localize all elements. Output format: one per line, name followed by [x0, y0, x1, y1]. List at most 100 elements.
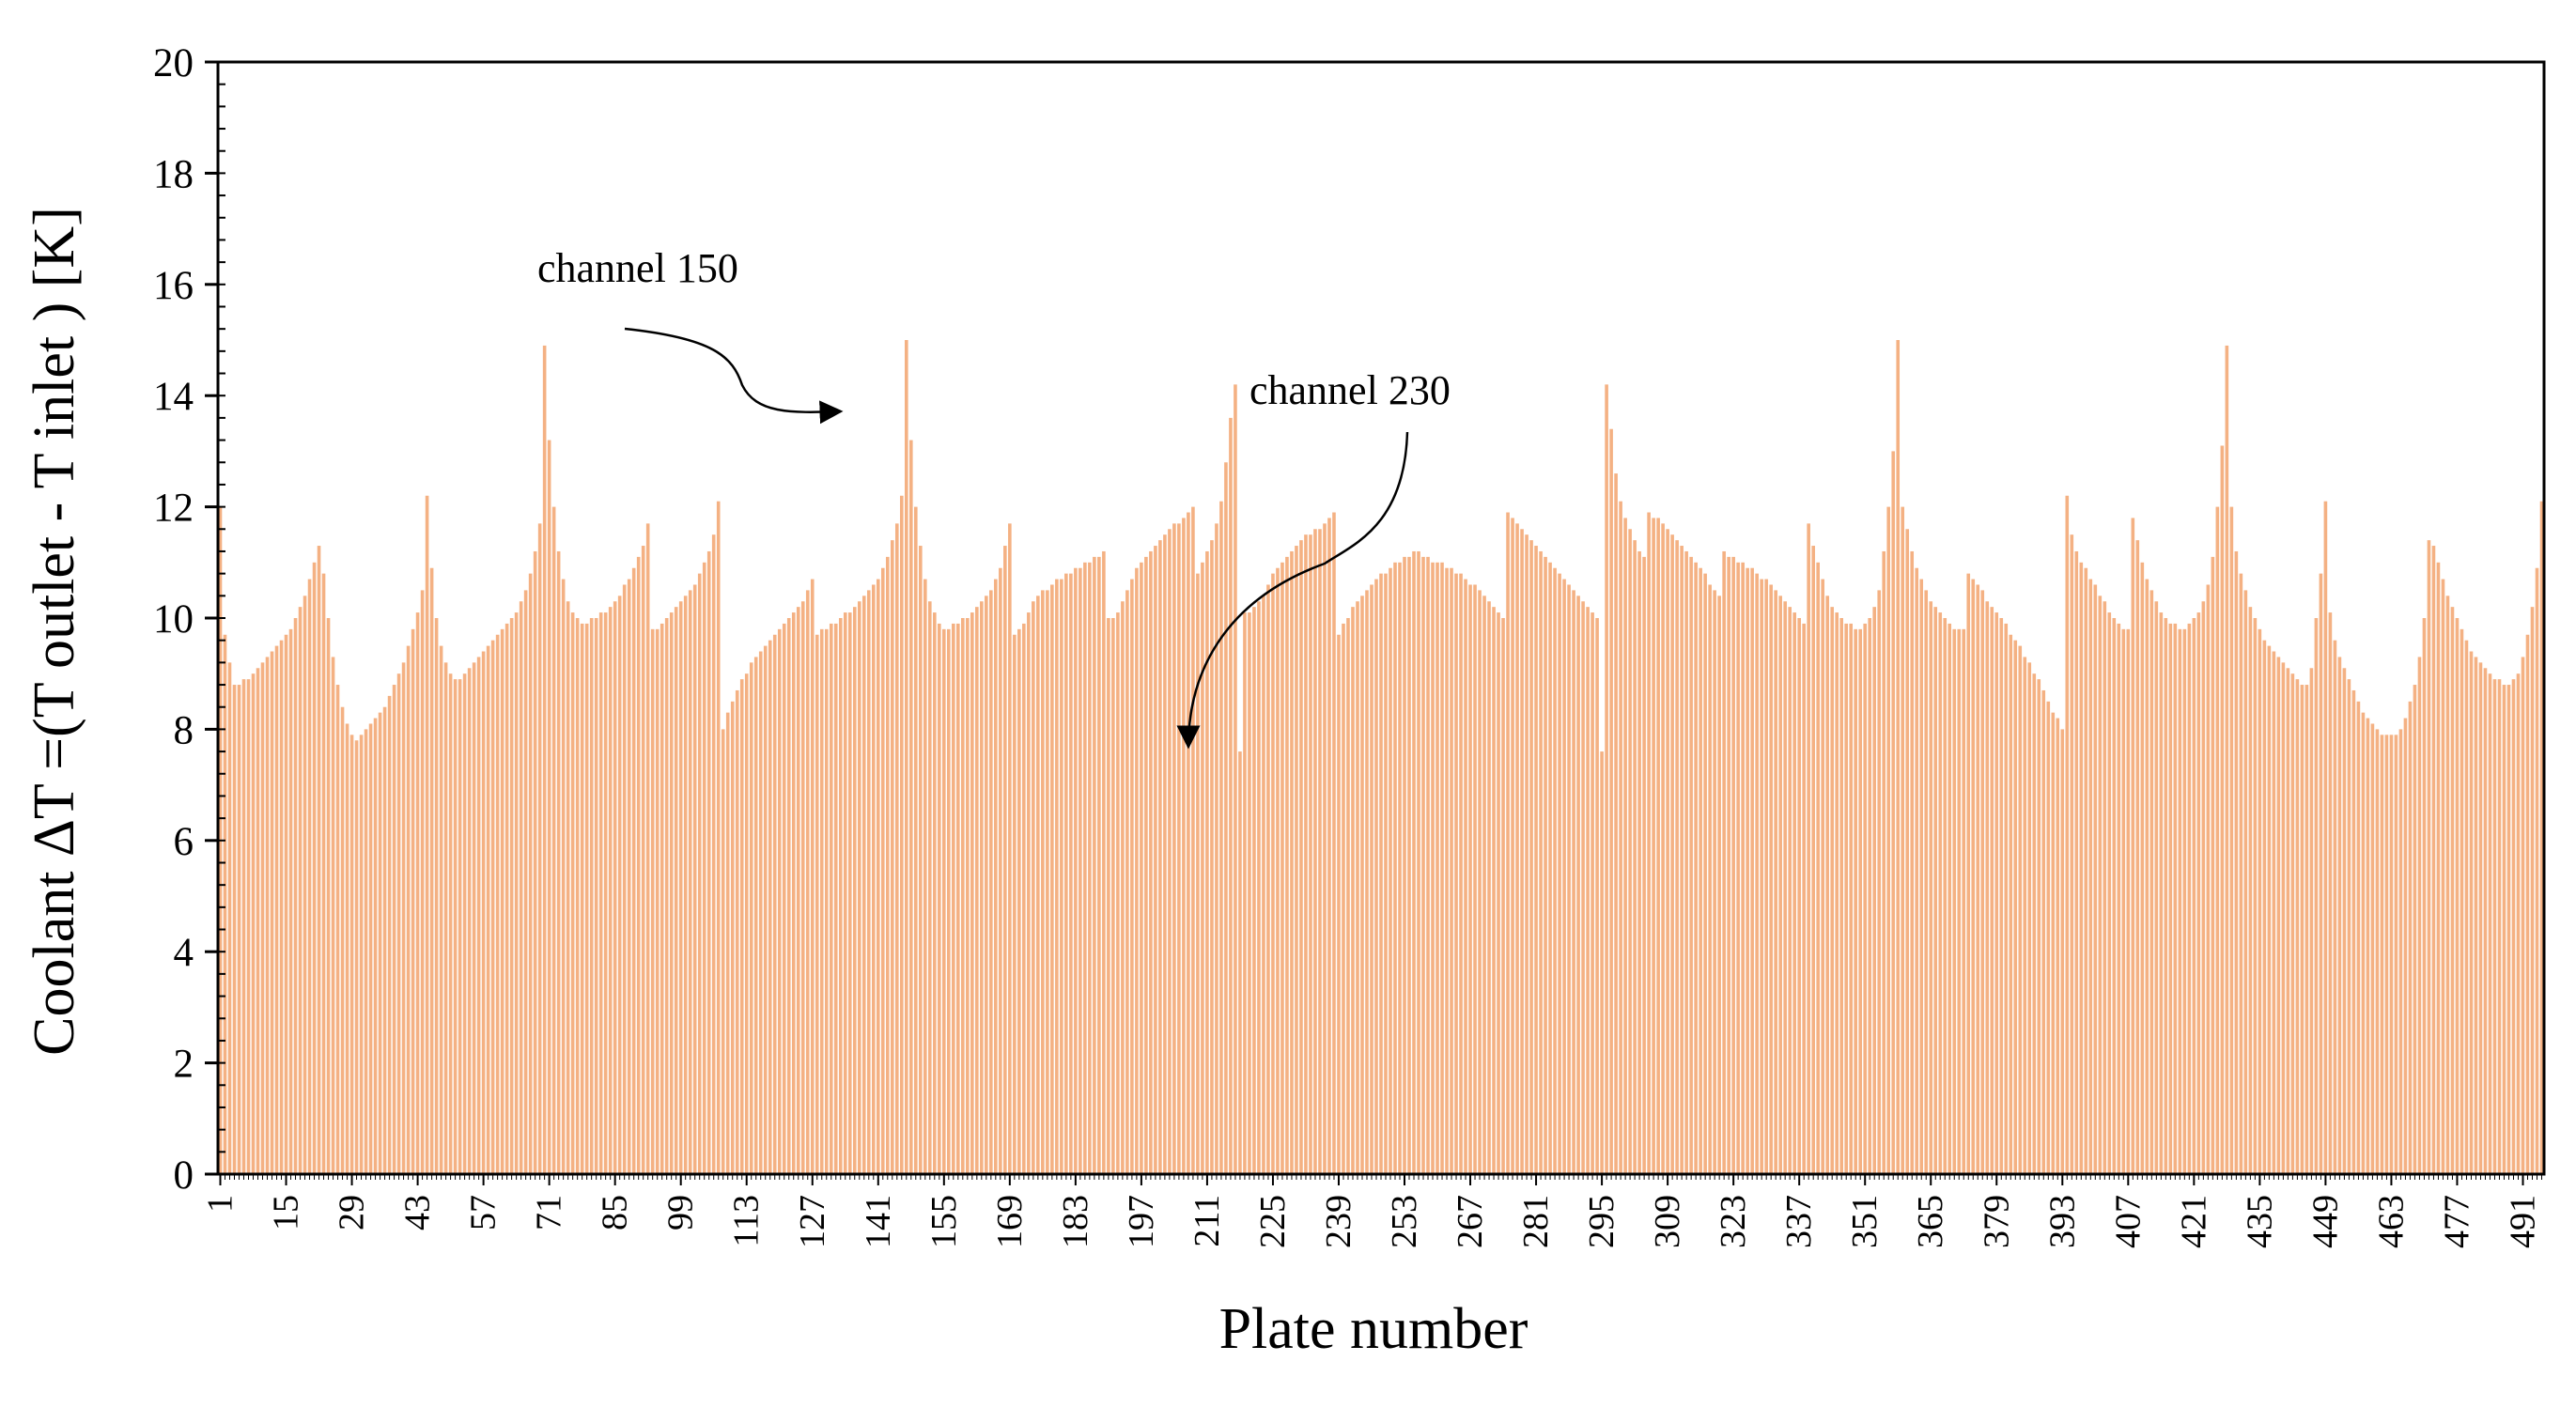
bar-plate-183: [1074, 568, 1078, 1174]
bar-plate-87: [623, 584, 627, 1174]
bar-plate-239: [1337, 635, 1341, 1174]
bar-plate-303: [1637, 551, 1641, 1174]
bar-plate-171: [1017, 629, 1021, 1174]
bar-plate-428: [2226, 346, 2229, 1174]
bar-plate-23: [322, 574, 326, 1174]
bar-plate-194: [1125, 590, 1129, 1174]
bar-plate-438: [2273, 652, 2276, 1174]
bar-plate-379: [1994, 612, 1998, 1174]
bar-plate-234: [1313, 529, 1317, 1174]
bar-plate-266: [1464, 580, 1467, 1174]
bar-plate-260: [1435, 563, 1439, 1174]
bar-plate-333: [1778, 596, 1782, 1174]
bar-plate-48: [440, 646, 443, 1174]
bar-plate-240: [1342, 624, 1345, 1174]
bar-plate-173: [1027, 612, 1031, 1174]
bar-plate-285: [1553, 568, 1557, 1174]
bar-plate-471: [2428, 540, 2431, 1174]
bar-plate-301: [1628, 529, 1632, 1174]
bar-plate-372: [1962, 629, 1965, 1174]
bar-plate-406: [2122, 629, 2126, 1174]
bar-plate-236: [1323, 523, 1327, 1174]
bar-plate-437: [2268, 646, 2272, 1174]
bar-plate-27: [341, 707, 345, 1174]
bar-plate-164: [985, 596, 988, 1174]
x-tick-label: 421: [2174, 1195, 2213, 1248]
bar-plate-215: [1224, 462, 1228, 1174]
bar-plate-168: [1003, 546, 1007, 1174]
bar-plate-61: [501, 629, 504, 1174]
bar-plate-83: [604, 612, 608, 1174]
bar-plate-308: [1661, 523, 1665, 1174]
bar-plate-200: [1154, 546, 1157, 1174]
bar-plate-121: [783, 624, 786, 1174]
bar-plate-222: [1257, 601, 1261, 1174]
bar-plate-95: [660, 624, 664, 1174]
y-tick-label: 16: [153, 264, 194, 308]
bar-plate-439: [2277, 657, 2281, 1174]
bar-plate-113: [745, 673, 749, 1174]
bar-plate-9: [256, 668, 260, 1174]
annotation-channel-150: channel 150: [537, 245, 738, 291]
bar-plate-175: [1036, 596, 1040, 1174]
bar-plate-444: [2301, 685, 2304, 1174]
bar-plate-55: [473, 662, 476, 1174]
bar-plate-258: [1426, 557, 1430, 1174]
bar-plate-53: [463, 673, 467, 1174]
bar-plate-487: [2503, 685, 2506, 1174]
bar-plate-455: [2352, 690, 2356, 1174]
bar-plate-390: [2046, 702, 2050, 1174]
bar-plate-174: [1032, 601, 1035, 1174]
bar-plate-191: [1111, 618, 1115, 1174]
bar-plate-228: [1285, 557, 1289, 1174]
bar-plate-162: [975, 607, 979, 1174]
bar-plate-253: [1403, 557, 1406, 1174]
bar-plate-44: [421, 590, 425, 1174]
bar-plate-70: [543, 346, 547, 1174]
bar-plate-235: [1318, 529, 1322, 1174]
bar-plate-292: [1586, 607, 1590, 1174]
bar-plate-102: [693, 584, 697, 1174]
bar-plate-415: [2165, 618, 2168, 1174]
bar-plate-375: [1976, 584, 1979, 1174]
bar-plate-377: [1985, 601, 1989, 1174]
bar-plate-362: [1915, 568, 1918, 1174]
y-tick-label: 2: [174, 1043, 194, 1087]
bar-plate-383: [2013, 641, 2017, 1174]
bar-plate-51: [454, 679, 458, 1174]
bar-plate-15: [285, 635, 288, 1174]
bar-plate-196: [1135, 568, 1139, 1174]
bar-plate-54: [468, 668, 472, 1174]
bar-plate-388: [2037, 679, 2041, 1174]
bar-plate-282: [1539, 551, 1543, 1174]
bar-plate-201: [1158, 540, 1162, 1174]
bar-plate-309: [1666, 529, 1669, 1174]
bar-plate-248: [1379, 574, 1383, 1174]
x-tick-label: 449: [2305, 1195, 2345, 1248]
bar-plate-440: [2282, 662, 2286, 1174]
bar-plate-269: [1478, 590, 1482, 1174]
bar-plate-344: [1830, 607, 1834, 1174]
bar-plate-476: [2451, 607, 2455, 1174]
bar-plate-477: [2456, 618, 2460, 1174]
bar-plate-374: [1971, 580, 1975, 1174]
bar-plate-180: [1060, 580, 1063, 1174]
bar-plate-295: [1600, 751, 1604, 1174]
x-tick-label: 365: [1911, 1195, 1950, 1248]
x-tick-label: 113: [727, 1195, 767, 1247]
bar-plate-223: [1262, 596, 1265, 1174]
bar-plate-211: [1205, 551, 1209, 1174]
bar-plate-67: [529, 574, 533, 1174]
bar-plate-466: [2404, 719, 2408, 1174]
bar-plate-306: [1652, 518, 1655, 1174]
bar-plate-408: [2132, 518, 2135, 1174]
bar-plate-404: [2113, 618, 2117, 1174]
bar-plate-493: [2531, 607, 2535, 1174]
bar-plate-89: [632, 568, 636, 1174]
bar-plate-293: [1591, 612, 1594, 1174]
bar-plate-432: [2244, 590, 2248, 1174]
bar-plate-371: [1957, 629, 1961, 1174]
x-tick-label: 127: [793, 1195, 832, 1248]
bar-plate-233: [1309, 534, 1312, 1174]
bar-plate-252: [1398, 563, 1402, 1174]
